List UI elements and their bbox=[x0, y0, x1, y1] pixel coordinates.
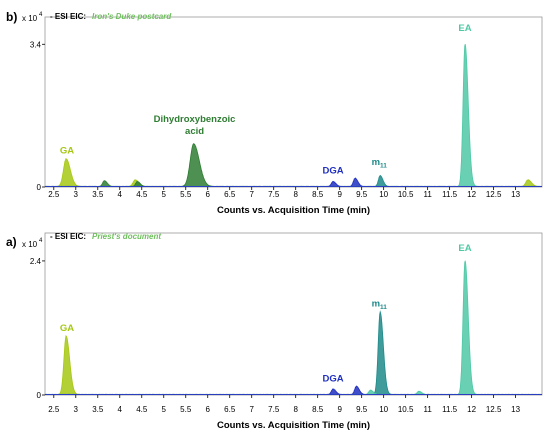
x-tick-label: 10 bbox=[379, 190, 388, 199]
x-tick-label: 13 bbox=[511, 405, 520, 414]
x-tick-label: 5.5 bbox=[180, 405, 192, 414]
y-tick-label: 3.4 bbox=[30, 40, 42, 49]
x-tick-label: 10.5 bbox=[398, 190, 414, 199]
x-tick-label: 11.5 bbox=[442, 405, 458, 414]
x-axis-label: Counts vs. Acquisition Time (min) bbox=[217, 420, 370, 431]
x-tick-label: 9.5 bbox=[356, 190, 368, 199]
x-tick-label: 8.5 bbox=[312, 190, 324, 199]
x-tick-label: 10.5 bbox=[398, 405, 414, 414]
peak-label: m11 bbox=[372, 299, 388, 312]
x-tick-label: 7.5 bbox=[268, 405, 280, 414]
y-scale-label: x 10 bbox=[22, 14, 38, 23]
x-tick-label: 3 bbox=[74, 190, 79, 199]
x-tick-label: 12 bbox=[467, 405, 476, 414]
x-tick-label: 6.5 bbox=[224, 405, 236, 414]
panel-letter: a) bbox=[6, 235, 17, 249]
x-tick-label: 5.5 bbox=[180, 190, 192, 199]
x-axis-label: Counts vs. Acquisition Time (min) bbox=[217, 205, 370, 216]
x-tick-label: 7 bbox=[249, 190, 254, 199]
y-scale-exponent: 4 bbox=[39, 12, 43, 18]
x-tick-label: 11 bbox=[423, 190, 432, 199]
x-tick-label: 4 bbox=[118, 405, 123, 414]
series-trace-4 bbox=[45, 260, 542, 395]
trace-title: - ESI EIC: bbox=[50, 232, 86, 241]
y-scale-label: x 10 bbox=[22, 240, 38, 249]
peak-label: EA bbox=[458, 23, 471, 34]
x-tick-label: 5 bbox=[162, 190, 167, 199]
panel-letter: b) bbox=[6, 10, 17, 24]
x-tick-label: 7 bbox=[249, 405, 254, 414]
x-tick-label: 12 bbox=[467, 190, 476, 199]
peak-label: m11 bbox=[372, 157, 388, 170]
x-tick-label: 4.5 bbox=[136, 190, 148, 199]
x-tick-label: 3.5 bbox=[92, 405, 104, 414]
x-tick-label: 5 bbox=[162, 405, 167, 414]
x-tick-label: 6 bbox=[206, 190, 211, 199]
chart-panel-a: a) x 10 4- ESI EIC: Priest's document02.42.… bbox=[6, 232, 543, 431]
y-scale-exponent: 4 bbox=[39, 238, 43, 244]
trace-group bbox=[45, 260, 542, 395]
peak-label: EA bbox=[458, 243, 471, 254]
x-tick-label: 6 bbox=[206, 405, 211, 414]
chart-panel-b: b) x 10 4- ESI EIC: Iron's Duke postcard03.… bbox=[6, 10, 543, 216]
y-tick-label: 0 bbox=[37, 391, 42, 400]
x-tick-label: 12.5 bbox=[486, 405, 502, 414]
y-tick-label: 0 bbox=[37, 183, 42, 192]
peak-label: GA bbox=[60, 145, 74, 156]
x-tick-label: 7.5 bbox=[268, 190, 280, 199]
trace-sample-name: Iron's Duke postcard bbox=[92, 12, 172, 21]
x-tick-label: 9.5 bbox=[356, 405, 368, 414]
x-tick-label: 8 bbox=[293, 405, 298, 414]
x-tick-label: 8 bbox=[293, 190, 298, 199]
x-tick-label: 10 bbox=[379, 405, 388, 414]
trace-sample-name: Priest's document bbox=[92, 232, 161, 241]
x-tick-label: 9 bbox=[337, 405, 342, 414]
trace-title: - ESI EIC: bbox=[50, 12, 86, 21]
peak-label: DGA bbox=[323, 166, 344, 177]
x-tick-label: 4 bbox=[118, 190, 123, 199]
x-tick-label: 11 bbox=[423, 405, 432, 414]
x-tick-label: 3.5 bbox=[92, 190, 104, 199]
x-tick-label: 2.5 bbox=[48, 190, 60, 199]
x-tick-label: 3 bbox=[74, 405, 79, 414]
peak-label: DGA bbox=[323, 374, 344, 385]
x-tick-label: 11.5 bbox=[442, 190, 458, 199]
peak-label: GA bbox=[60, 323, 74, 334]
peak-label: Dihydroxybenzoic acid bbox=[154, 114, 236, 137]
x-tick-label: 12.5 bbox=[486, 190, 502, 199]
x-tick-label: 8.5 bbox=[312, 405, 324, 414]
x-tick-label: 13 bbox=[511, 190, 520, 199]
series-trace-4 bbox=[45, 43, 542, 187]
x-tick-label: 9 bbox=[337, 190, 342, 199]
x-tick-label: 4.5 bbox=[136, 405, 148, 414]
y-tick-label: 2.4 bbox=[30, 257, 42, 266]
trace-group bbox=[45, 43, 542, 187]
x-tick-label: 2.5 bbox=[48, 405, 60, 414]
x-tick-label: 6.5 bbox=[224, 190, 236, 199]
